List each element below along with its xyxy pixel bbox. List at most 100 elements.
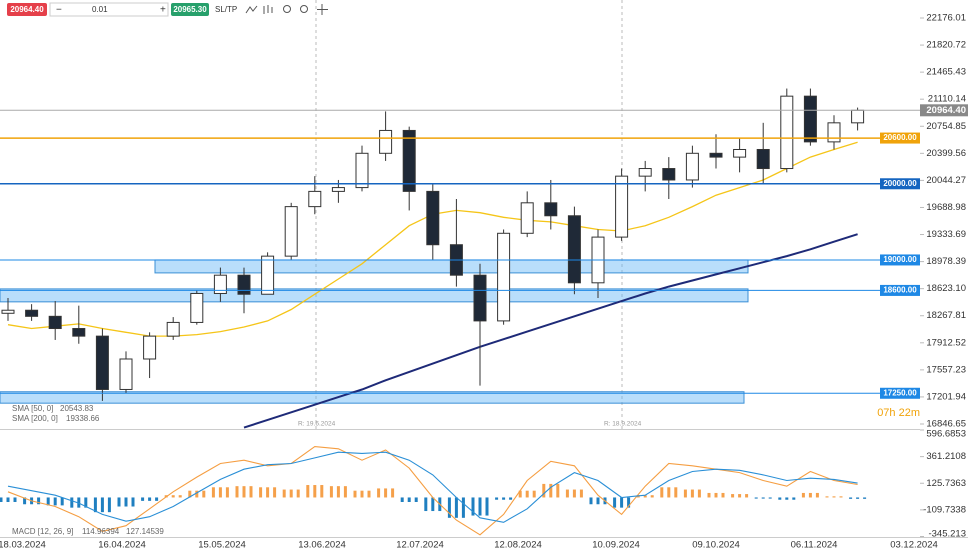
macd-histogram-bar <box>195 490 199 498</box>
candle-body <box>827 122 841 143</box>
candles-icon[interactable] <box>263 5 273 14</box>
macd-histogram-bar <box>131 497 135 507</box>
macd-histogram-bar <box>313 485 317 498</box>
candle-body <box>95 335 109 390</box>
candle-body <box>190 292 204 323</box>
macd-histogram-bar <box>549 483 553 498</box>
macd-histogram-bar <box>815 492 819 498</box>
candle-body <box>166 321 180 337</box>
macd-histogram-bar <box>849 497 853 499</box>
level-label: 20600.00 <box>883 133 917 142</box>
candle-body <box>709 152 723 158</box>
plus[interactable]: + <box>160 5 166 16</box>
macd-histogram-bar <box>461 497 465 518</box>
macd-histogram-bar <box>768 497 772 499</box>
macd-histogram-bar <box>565 489 569 498</box>
macd-histogram-bar <box>367 490 371 498</box>
chart-type-icon[interactable] <box>245 5 258 14</box>
move-icon[interactable] <box>317 4 328 15</box>
macd-histogram-bar <box>211 487 215 498</box>
zoom-in-icon[interactable] <box>300 5 308 13</box>
y-tick-label: 20399.56 <box>926 148 966 159</box>
buy-price[interactable]: 20965.30 <box>173 5 207 14</box>
y-tick-label: 19333.69 <box>926 229 966 240</box>
y-tick-label: 18267.81 <box>926 310 966 321</box>
sltp[interactable]: SL/TP <box>215 5 237 14</box>
level-tag <box>880 387 920 399</box>
candle-body <box>48 315 62 330</box>
y-tick-label: 21110.14 <box>928 94 966 105</box>
macd-histogram-bar <box>424 497 428 512</box>
candle-body <box>780 95 794 170</box>
macd-name: MACD [12, 26, 9] <box>12 527 73 536</box>
level-label: 20000.00 <box>883 179 917 188</box>
tool-icons[interactable] <box>245 4 328 15</box>
macd-histogram-bar <box>690 489 694 498</box>
macd-histogram-bar <box>801 492 805 498</box>
macd-histogram-bar <box>738 494 742 498</box>
overlay-layer: 20600.00 20000.00 19000.00 18600.00 17250.00… <box>0 104 968 419</box>
macd-histogram-bar <box>556 483 560 498</box>
macd-histogram-bar <box>273 487 277 498</box>
countdown: 07h 22m <box>877 407 920 419</box>
macd-y-tick-label: -109.7338 <box>923 504 966 515</box>
level-tag <box>880 284 920 296</box>
last-price-label: 20964.40 <box>926 105 966 116</box>
macd-histogram-bar <box>792 497 796 500</box>
candle-body <box>733 148 747 158</box>
sell-button[interactable] <box>7 3 47 16</box>
x-tick-label: 06.11.2024 <box>791 540 838 551</box>
macd-histogram-bar <box>100 497 104 513</box>
macd-histogram-bar <box>839 496 843 498</box>
macd-histogram-bar <box>23 497 27 505</box>
macd-histogram-bar <box>289 489 293 498</box>
candle-body <box>544 202 558 217</box>
macd-value: 114.96394 <box>82 527 120 536</box>
macd-histogram-bar <box>620 497 624 508</box>
sma-name: SMA [200, 0] <box>12 414 58 423</box>
y-tick-label: 18978.39 <box>926 256 966 267</box>
macd-line <box>7 451 858 523</box>
macd-y-tick-label: 596.6853 <box>926 429 966 440</box>
macd-histogram-bar <box>171 495 175 498</box>
macd-histogram-bar <box>431 497 435 512</box>
candle-body <box>803 95 817 143</box>
y-tick-label: 19688.98 <box>926 202 966 213</box>
macd-histogram-bar <box>596 497 600 505</box>
macd-histogram-bar <box>478 497 482 516</box>
macd-y-tick-label: 361.2108 <box>926 451 966 462</box>
y-tick-label: 17557.23 <box>926 364 966 375</box>
y-tick-label: 21465.43 <box>926 67 966 78</box>
macd-histogram-bar <box>0 497 3 502</box>
level-tag <box>880 178 920 190</box>
macd-histogram-bar <box>282 489 286 498</box>
volume[interactable]: 0.01 <box>92 5 108 14</box>
macd-histogram-bar <box>225 487 229 498</box>
y-tick-label: 22176.01 <box>926 13 966 24</box>
candle-body <box>213 274 227 294</box>
minus[interactable]: − <box>56 5 62 16</box>
y-tick-label: 17912.52 <box>926 337 966 348</box>
macd-histogram-bar <box>707 492 711 498</box>
macd-histogram-bar <box>485 497 489 516</box>
candle-body <box>308 190 322 208</box>
macd-histogram-bar <box>360 490 364 498</box>
macd-histogram-bar <box>249 486 253 498</box>
buy-button[interactable] <box>171 3 209 16</box>
zoom-out-icon[interactable] <box>283 5 291 13</box>
main-panel <box>0 88 865 429</box>
macd-histogram-bar <box>84 497 88 508</box>
candle-body <box>237 274 251 295</box>
macd-histogram-bar <box>107 497 111 513</box>
macd-histogram-bar <box>683 489 687 498</box>
macd-histogram-bar <box>93 497 97 513</box>
macd-histogram-bar <box>856 497 860 499</box>
candle-body <box>426 190 440 246</box>
macd-histogram-bar <box>320 485 324 498</box>
macd-histogram-bar <box>148 497 152 501</box>
candle-body <box>1 309 15 314</box>
macd-y-tick-label: 125.7363 <box>926 478 966 489</box>
volume-box[interactable] <box>49 2 169 17</box>
sell-price[interactable]: 20964.40 <box>10 5 44 14</box>
